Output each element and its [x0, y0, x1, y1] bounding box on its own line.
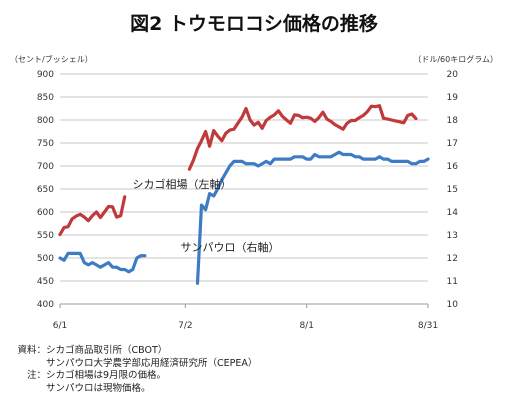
left-tick-label: 450: [37, 277, 54, 287]
chart-notes: 資料：シカゴ商品取引所（CBOT） サンパウロ大学農学部応用経済研究所（CEPE…: [14, 345, 504, 395]
price-chart: 図2 トウモロコシ価格の推移 （セント/ブッシェル） （ドル/60キログラム） …: [10, 12, 498, 331]
saopaulo-series-label: サンパウロ（右軸）: [181, 240, 280, 254]
right-axis-ticks: 10 11 12 13 14 15 16 17 18 19 20: [447, 70, 459, 310]
note-line-2: サンパウロは現物価格。: [46, 382, 151, 394]
note-label: 注：: [26, 370, 46, 381]
source-row-2: サンパウロ大学農学部応用経済研究所（CEPEA）: [14, 358, 504, 371]
left-tick-label: 500: [37, 254, 54, 264]
saopaulo-series-line: [195, 150, 430, 285]
x-axis-ticks: 6/1 7/2 8/1 8/31: [53, 304, 438, 331]
right-tick-label: 19: [447, 93, 459, 103]
source-line-2: サンパウロ大学農学部応用経済研究所（CEPEA）: [46, 357, 258, 369]
source-label: 資料：: [17, 345, 46, 356]
right-axis-unit: （ドル/60キログラム）: [413, 54, 498, 64]
source-line-1: シカゴ商品取引所（CBOT）: [46, 345, 168, 356]
right-tick-label: 18: [447, 116, 459, 126]
left-tick-label: 900: [37, 70, 54, 80]
right-tick-label: 15: [447, 185, 458, 195]
note-line-1: シカゴ相場は9月限の価格。: [46, 370, 167, 381]
chicago-series-label: シカゴ相場（左軸）: [133, 177, 232, 191]
chart-title: 図2 トウモロコシ価格の推移: [130, 12, 378, 35]
left-tick-label: 800: [37, 116, 54, 126]
left-tick-label: 750: [37, 139, 54, 149]
x-tick-label: 8/1: [299, 321, 313, 331]
left-tick-label: 700: [37, 162, 54, 172]
source-row-1: 資料：シカゴ商品取引所（CBOT）: [14, 345, 504, 358]
saopaulo-series-line: [58, 251, 147, 274]
left-tick-label: 650: [37, 185, 54, 195]
series-lines: [58, 104, 430, 285]
right-tick-label: 13: [447, 231, 458, 241]
right-tick-label: 12: [447, 254, 458, 264]
left-tick-label: 600: [37, 208, 54, 218]
left-axis-unit: （セント/ブッシェル）: [10, 54, 93, 64]
x-tick-label: 8/31: [418, 321, 438, 331]
right-tick-label: 10: [447, 300, 459, 310]
right-tick-label: 14: [447, 208, 459, 218]
left-axis-ticks: 400 450 500 550 600 650 700 750 800 850 900: [37, 70, 54, 310]
left-tick-label: 850: [37, 93, 54, 103]
right-tick-label: 20: [447, 70, 459, 80]
chicago-series-line: [58, 195, 127, 237]
x-tick-label: 6/1: [53, 321, 67, 331]
note-row-1: 注：シカゴ相場は9月限の価格。: [14, 370, 504, 383]
gridlines: [60, 73, 428, 305]
note-row-2: サンパウロは現物価格。: [14, 383, 504, 396]
right-tick-label: 16: [447, 162, 459, 172]
right-tick-label: 11: [447, 277, 458, 287]
left-tick-label: 550: [37, 231, 54, 241]
chicago-series-line: [187, 104, 418, 171]
right-tick-label: 17: [447, 139, 458, 149]
x-tick-label: 7/2: [178, 321, 192, 331]
left-tick-label: 400: [37, 300, 54, 310]
